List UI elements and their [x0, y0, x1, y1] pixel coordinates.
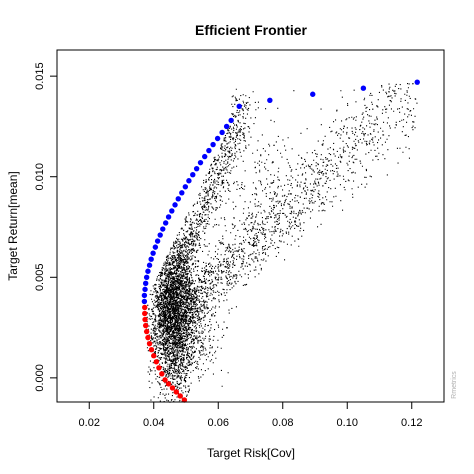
efficient-frontier-series — [141, 79, 420, 305]
efficient-point — [186, 178, 192, 184]
inefficient-point — [146, 340, 153, 347]
chart-title: Efficient Frontier — [195, 22, 308, 38]
efficient-point — [182, 184, 189, 190]
efficient-point — [190, 172, 196, 178]
x-tick-label: 0.10 — [337, 417, 358, 429]
efficient-point — [148, 256, 154, 262]
y-tick-label: 0.005 — [34, 264, 46, 292]
efficient-point — [223, 123, 230, 130]
efficient-point — [143, 274, 150, 280]
efficient-point — [145, 268, 151, 274]
inefficient-point — [159, 371, 165, 377]
inefficient-point — [177, 393, 183, 399]
y-axis: 0.000 0.005 0.010 0.015 — [34, 62, 58, 392]
efficient-point — [219, 129, 225, 136]
efficient-point — [146, 262, 153, 268]
inefficient-point — [162, 377, 168, 383]
efficient-point — [142, 286, 148, 293]
inefficient-point — [145, 334, 151, 341]
efficient-point — [141, 292, 148, 299]
inefficient-point — [142, 304, 148, 311]
efficient-point — [206, 147, 212, 154]
x-axis-label: Target Risk[Cov] — [207, 446, 295, 460]
efficient-point — [162, 220, 169, 226]
x-tick-label: 0.02 — [79, 417, 100, 429]
efficient-point — [310, 91, 316, 97]
efficient-point — [236, 103, 242, 110]
efficient-point — [175, 196, 181, 202]
y-tick-label: 0.000 — [34, 364, 46, 392]
random-portfolios — [145, 83, 418, 403]
y-tick-label: 0.010 — [34, 163, 46, 191]
inefficient-point — [156, 365, 162, 371]
inefficient-point — [143, 328, 150, 335]
frontier-points — [141, 79, 420, 403]
efficient-point — [210, 141, 216, 148]
inefficient-frontier-series — [142, 304, 188, 403]
efficient-point — [157, 232, 163, 238]
efficient-point — [141, 298, 148, 305]
inefficient-point — [165, 381, 172, 387]
efficient-point — [214, 135, 221, 142]
y-axis-label: Target Return[mean] — [6, 171, 20, 280]
efficient-point — [169, 208, 175, 214]
efficient-point — [172, 202, 178, 208]
efficient-point — [152, 244, 159, 250]
efficient-point — [360, 85, 367, 91]
x-axis: 0.02 0.04 0.06 0.08 0.10 0.12 — [79, 401, 422, 429]
efficient-point — [202, 153, 208, 160]
efficient-point — [197, 159, 204, 166]
efficient-point — [267, 97, 273, 103]
inefficient-point — [151, 353, 157, 359]
inefficient-point — [142, 322, 149, 329]
rmetrics-watermark: Rmetrics — [451, 371, 458, 399]
inefficient-point — [169, 385, 176, 391]
efficient-point — [193, 165, 200, 172]
inefficient-point — [142, 316, 148, 323]
efficient-point — [160, 226, 166, 232]
efficient-point — [150, 250, 156, 256]
inefficient-point — [153, 359, 160, 365]
x-tick-label: 0.12 — [401, 417, 422, 429]
efficient-point — [414, 79, 420, 85]
x-tick-label: 0.06 — [208, 417, 229, 429]
x-tick-label: 0.04 — [143, 417, 164, 429]
random-portfolio-points — [145, 83, 418, 403]
efficient-point — [142, 280, 149, 287]
y-tick-label: 0.015 — [34, 62, 46, 90]
efficient-point — [165, 214, 172, 220]
inefficient-point — [181, 397, 188, 403]
efficient-point — [154, 238, 161, 244]
inefficient-point — [142, 310, 148, 317]
efficient-point — [179, 190, 185, 196]
inefficient-point — [173, 389, 180, 395]
x-tick-label: 0.08 — [272, 417, 293, 429]
inefficient-point — [148, 347, 155, 353]
efficient-point — [228, 117, 234, 124]
